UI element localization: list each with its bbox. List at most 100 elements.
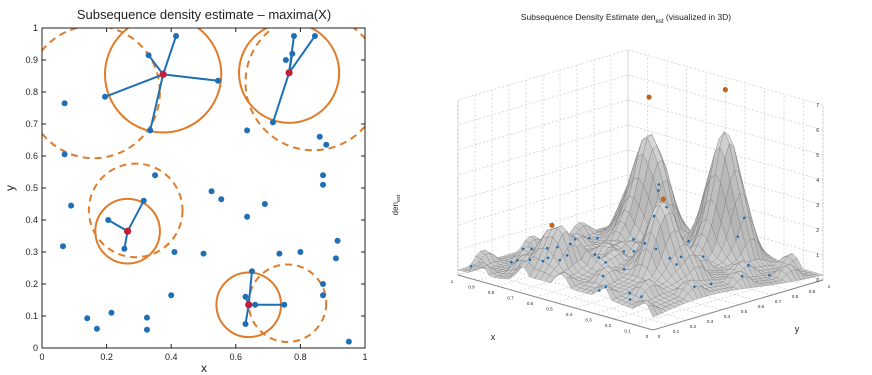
- surface-data-point: [632, 238, 635, 241]
- dashed-radius-circle: [87, 162, 184, 259]
- neighborhood-circle: [104, 28, 223, 134]
- y-tick-label: 0.9: [809, 289, 816, 294]
- surface-data-point: [558, 258, 562, 262]
- y-tick-label: 0.7: [25, 119, 38, 129]
- y-tick-label: 0.1: [25, 311, 38, 321]
- y-tick-label: 0.2: [690, 324, 697, 329]
- surface-data-point: [675, 263, 678, 266]
- data-point: [173, 33, 180, 39]
- y-tick-label: 0.8: [25, 87, 38, 97]
- surface-maximum-point: [549, 222, 555, 228]
- surface-data-point: [622, 250, 626, 253]
- connection-line: [162, 35, 177, 75]
- surface-data-point: [668, 256, 672, 260]
- maximum-point: [285, 69, 293, 77]
- connection-line: [247, 271, 253, 305]
- surface-data-point: [598, 289, 601, 292]
- data-point: [101, 93, 108, 100]
- y-ticks: 0 0.1 0.2 0.3 0.4 0.5 0.6 0.7 0.8 0.9 1: [658, 284, 831, 339]
- surface-data-point: [747, 264, 750, 267]
- surface-data-point: [656, 189, 660, 192]
- data-point: [242, 293, 249, 300]
- z-gridline: [457, 124, 824, 181]
- y-axis-label-left: y: [3, 185, 17, 191]
- z-gridline: [457, 99, 824, 156]
- x-tick-label: 0.5: [546, 307, 553, 312]
- surface-data-point: [768, 273, 771, 277]
- surface-data-point: [521, 247, 525, 251]
- data-point: [200, 250, 207, 257]
- data-point: [152, 172, 159, 179]
- surface-data-point: [736, 235, 740, 238]
- x-tick-label: 0: [39, 352, 44, 362]
- data-point: [242, 321, 249, 327]
- y-tick-label: 1: [828, 284, 831, 289]
- surface-data-point: [622, 267, 626, 271]
- x-axis-label-right: x: [491, 332, 496, 342]
- surface-cell: [647, 305, 658, 318]
- base-axis-line: [457, 274, 824, 331]
- y-tick-label: 0.7: [775, 299, 782, 304]
- data-point: [84, 315, 91, 322]
- data-point: [316, 133, 323, 140]
- data-point: [323, 141, 330, 148]
- data-point: [147, 127, 154, 134]
- surface-data-point: [565, 254, 569, 257]
- surface-data-point: [640, 295, 643, 298]
- x-tick-label: 0.6: [527, 301, 534, 306]
- surface-data-point: [628, 298, 632, 301]
- y-tick-label: 0.4: [25, 215, 38, 225]
- surface-data-point: [596, 237, 599, 240]
- density-surface-chart: Subsequence Density Estimate denest (vis…: [391, 12, 831, 342]
- maximum-point: [159, 70, 167, 78]
- y-tick-label: 0.8: [792, 294, 799, 299]
- connection-line: [147, 54, 164, 76]
- surface-data-point: [556, 245, 559, 249]
- x-tick-label: 0.6: [230, 352, 243, 362]
- x-tick-label: 0: [646, 334, 649, 339]
- y-tick-label: 0.3: [707, 319, 714, 324]
- surface-data-point: [742, 216, 746, 220]
- z-tick-label: 4: [816, 178, 819, 184]
- surface-data-point: [588, 236, 591, 240]
- data-point: [320, 181, 327, 188]
- data-point: [289, 50, 296, 57]
- z-gridline: [457, 49, 824, 106]
- maximum-point: [245, 301, 253, 309]
- data-point: [105, 217, 112, 223]
- surface-data-point: [510, 260, 513, 264]
- connection-line: [126, 200, 145, 232]
- x-tick-label: 0.8: [294, 352, 307, 362]
- data-point: [261, 201, 268, 207]
- surface-data-point: [628, 291, 632, 295]
- surface-data-point: [701, 255, 705, 258]
- z-tick-label: 1: [816, 253, 819, 259]
- data-point: [61, 151, 68, 158]
- surface-data-point: [597, 256, 601, 259]
- data-point: [108, 309, 115, 316]
- y-tick-label: 0.4: [724, 314, 731, 319]
- title-subscript: est: [656, 19, 664, 25]
- surface-data-point: [632, 250, 636, 253]
- data-point: [61, 100, 68, 107]
- surface-data-point: [687, 239, 690, 243]
- data-point: [140, 197, 147, 204]
- x-tick-label: 0.2: [100, 352, 113, 362]
- data-point: [345, 338, 352, 345]
- neighborhood-circle: [238, 28, 341, 124]
- y-tick-label: 0.9: [25, 55, 38, 65]
- y-tick-label: 0.1: [673, 329, 680, 334]
- z-tick-label: 6: [816, 128, 819, 134]
- surface-maximum-point: [722, 87, 728, 93]
- connection-line: [288, 35, 316, 74]
- surface-data-point: [740, 274, 744, 278]
- z-tick-label: 2: [816, 228, 819, 234]
- x-tick-label: 0.4: [165, 352, 178, 362]
- z-gridline: [457, 149, 824, 206]
- neighborhood-circle: [94, 197, 161, 265]
- z-axis-label-right: denest: [391, 194, 402, 215]
- sample-points: [469, 87, 771, 301]
- surface-data-point: [604, 261, 607, 264]
- y-tick-label: 0.5: [25, 183, 38, 193]
